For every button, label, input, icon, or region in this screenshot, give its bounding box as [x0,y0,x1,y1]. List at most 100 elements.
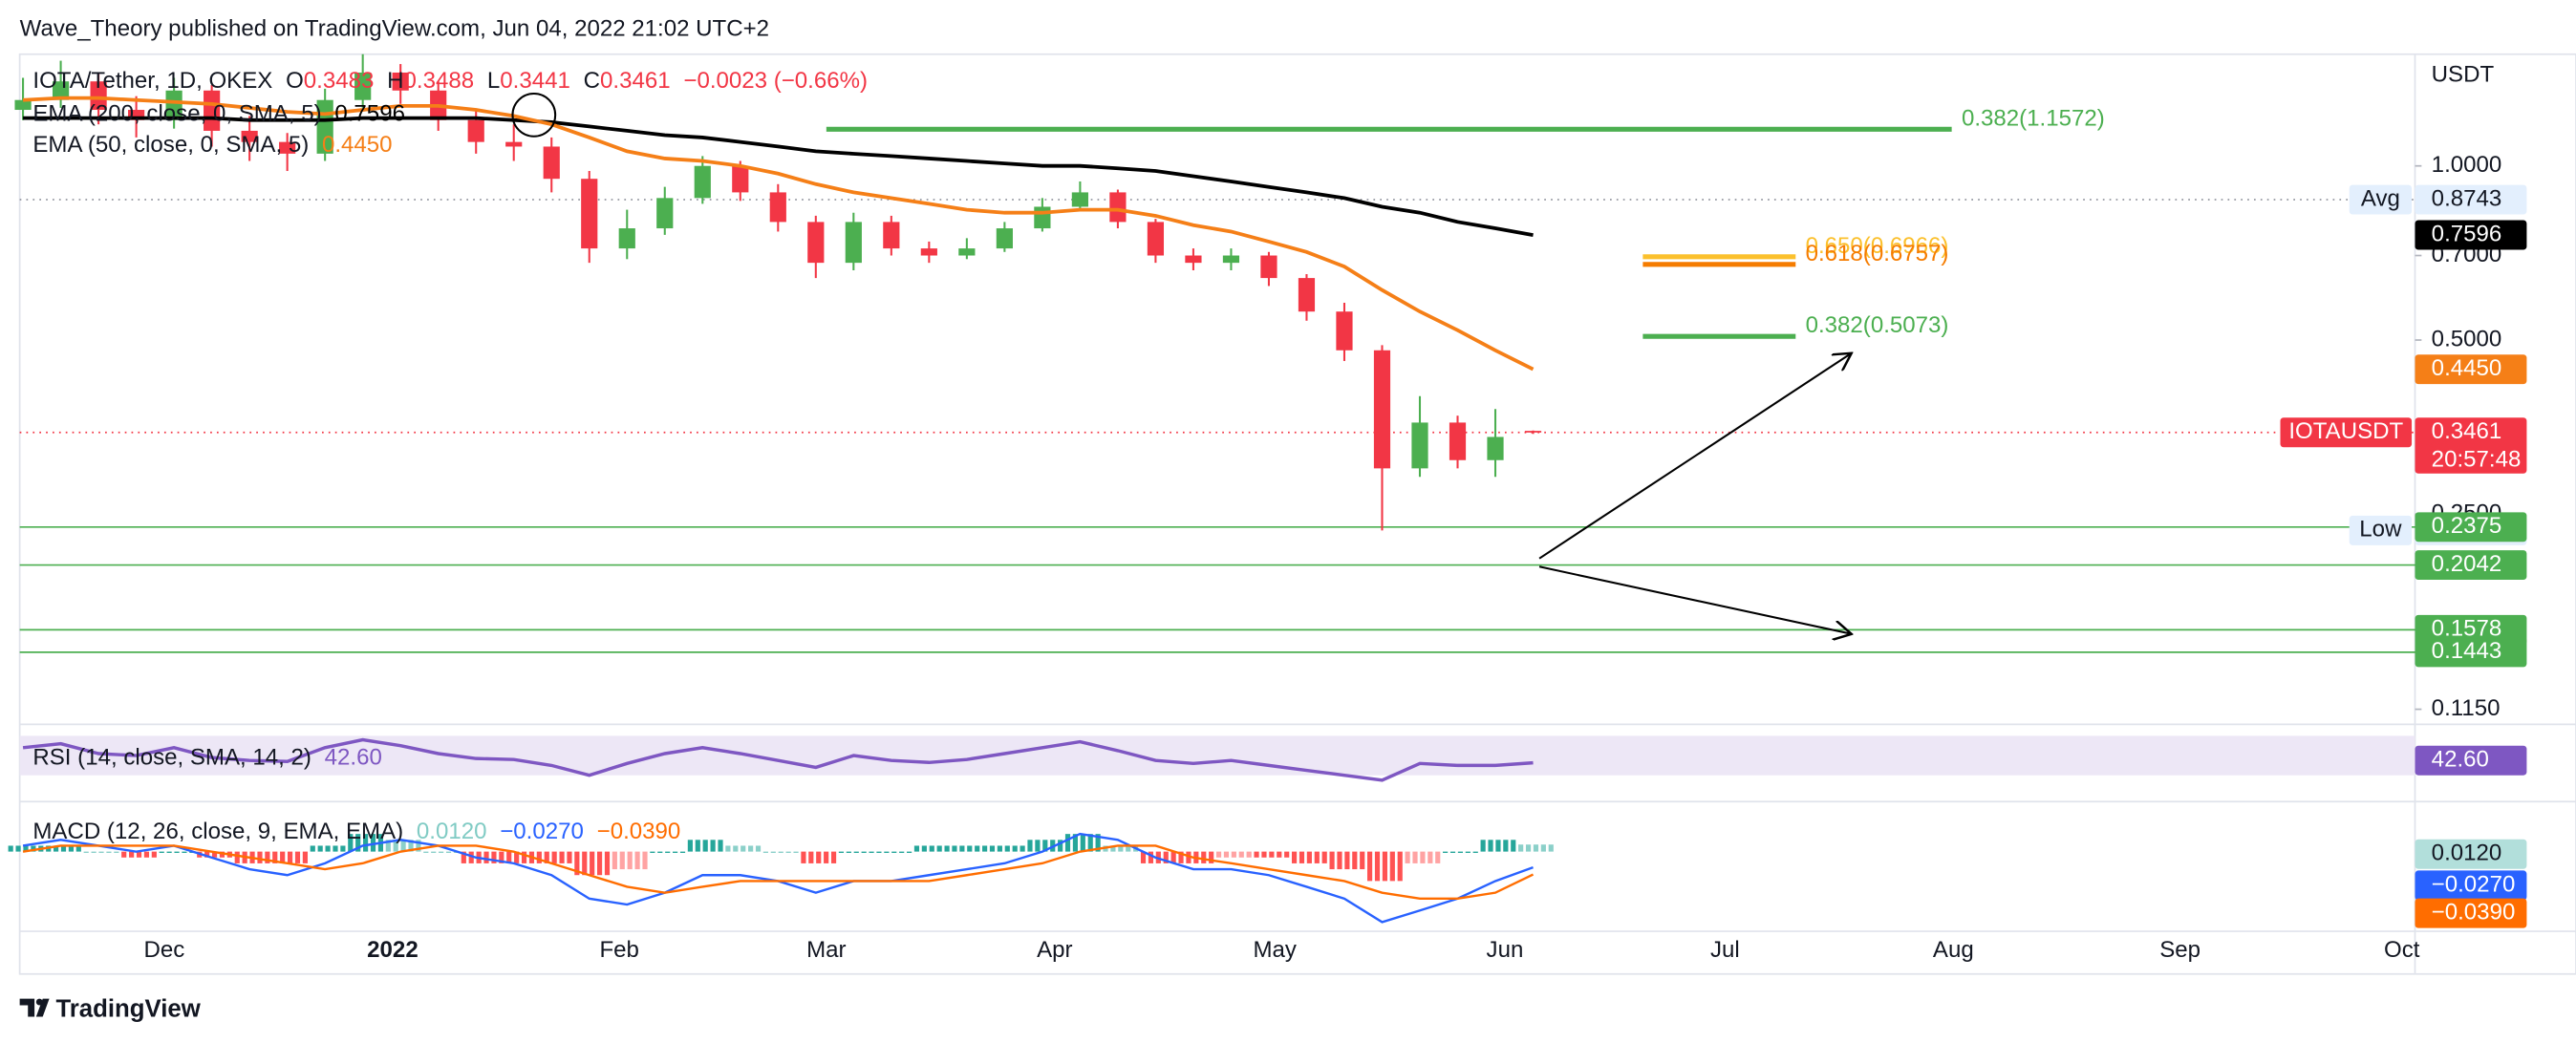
brand: TradingView [19,995,202,1022]
symbol-tag [2280,417,2413,448]
symbol-name: IOTAUSDT [2288,418,2403,444]
macd-histogram [1012,845,1018,852]
macd-histogram [808,851,814,863]
macd-histogram [884,851,890,853]
macd-histogram [778,851,784,853]
macd-histogram [1299,851,1305,863]
rsi-name: RSI (14, close, SMA, 14, 2) [32,745,311,771]
macd-histogram [1367,851,1373,882]
macd-histogram [634,851,640,870]
ohlc-key: H [387,68,403,94]
macd-histogram [234,851,240,863]
macd-histogram [1337,851,1342,870]
x-tick-label: Feb [599,937,638,963]
candle-body [1109,192,1127,223]
macd-histogram [665,851,671,853]
fib-label: 0.618(0.6757) [1806,241,1949,266]
candle-body [543,146,560,180]
candle-body [1147,222,1165,256]
macd-histogram [272,851,278,863]
macd-histogram [143,851,150,858]
macd-histogram [838,851,845,853]
candle-body [1487,436,1504,460]
countdown: 20:57:48 [2432,446,2522,472]
marker-tag [2349,184,2413,215]
ohlc-key: L [487,68,500,94]
macd-badge [2415,870,2527,901]
macd-value: −0.0390 [597,819,681,844]
macd-histogram [211,851,218,858]
macd-histogram [1352,851,1358,870]
candle-body [1373,350,1391,469]
macd-histogram [574,851,580,876]
candle-body [883,222,900,249]
macd-histogram [1140,851,1147,863]
macd-histogram [536,851,542,863]
rsi-legend: RSI (14, close, SMA, 14, 2) 42.60 [32,745,381,771]
ohlc-value: 0.3441 [500,68,570,94]
macd-histogram [506,851,512,863]
macd-histogram [400,840,406,852]
last-price-badge [2415,417,2527,474]
macd-histogram [468,851,474,863]
macd-histogram [1072,834,1078,852]
macd-legend: MACD (12, 26, close, 9, EMA, EMA) 0.0120−… [32,819,680,844]
candle-body [1449,422,1467,460]
macd-histogram [921,845,927,852]
macd-histogram [1397,851,1403,882]
highlight-circle [511,92,557,138]
macd-histogram [114,851,119,853]
macd-histogram [280,851,286,863]
legend: EMA (50, close, 0, SMA, 5) 0.4450 [32,132,392,158]
candle-body [1336,311,1353,351]
macd-badge-label: −0.0270 [2432,871,2516,897]
publisher: Wave_Theory published on TradingView.com… [20,15,769,41]
macd-histogram [913,845,920,852]
macd-histogram [1480,840,1486,852]
x-tick-label: Sep [2159,937,2200,963]
frame [18,53,2576,975]
macd-histogram [959,845,965,852]
macd-histogram [793,851,799,853]
macd-histogram [129,851,135,858]
macd-histogram [944,845,950,852]
macd-histogram [423,851,429,853]
x-tick-label: Jun [1487,937,1524,963]
macd-name: MACD (12, 26, close, 9, EMA, EMA) [32,819,403,844]
candle-body [1222,255,1240,264]
legend: IOTA/Tether, 1D, OKEX O0.3483 H0.3488 L0.34… [32,68,868,94]
series-value: 0.4450 [322,132,393,158]
level-badge [2415,637,2527,668]
macd-histogram [891,851,897,853]
macd-histogram [182,851,187,853]
macd-histogram [317,845,323,852]
ohlc-value: 0.3461 [600,68,671,94]
macd-histogram [340,845,346,852]
macd-histogram [846,851,851,853]
candle-body [279,141,296,154]
macd-histogram [906,851,912,853]
legend: EMA (200, close, 0, SMA, 5) 0.7596 [32,101,405,127]
macd-histogram [619,851,625,870]
macd-histogram [1269,851,1275,858]
macd-histogram [265,851,270,863]
macd-histogram [151,851,157,858]
candle-body [392,72,409,91]
macd-histogram [1503,840,1509,852]
macd-histogram [982,845,988,852]
macd-histogram [1435,851,1441,863]
macd-histogram [174,851,180,853]
macd-histogram [91,851,97,853]
macd-histogram [687,840,693,852]
marker-name: Low [2359,517,2402,543]
candle-body [1034,206,1051,229]
ema-badge [2415,220,2527,250]
macd-histogram [159,851,164,853]
macd-histogram [1201,851,1207,863]
y-tick-label: 0.1150 [2432,695,2501,721]
macd-histogram [770,851,776,853]
macd-histogram [439,851,444,853]
macd-histogram [741,845,746,852]
macd-histogram [1465,851,1470,853]
